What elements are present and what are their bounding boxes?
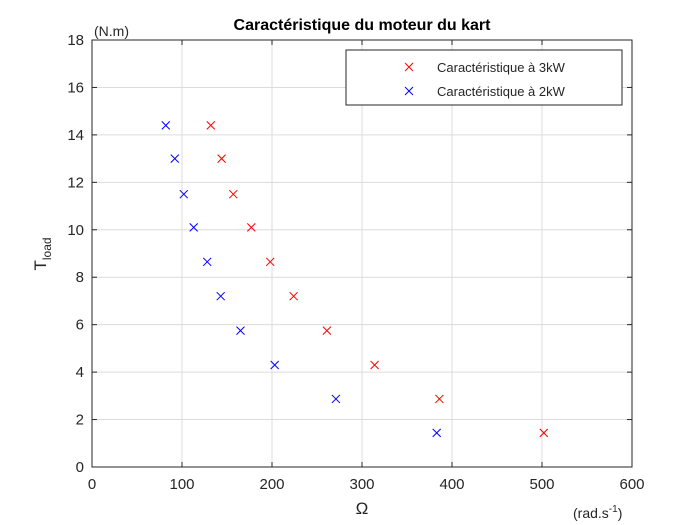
- y-tick-label: 12: [67, 174, 84, 191]
- y-tick-label: 0: [76, 459, 84, 476]
- legend-marker-series-2: [404, 86, 414, 96]
- data-point-series-2-stroke: [331, 394, 341, 404]
- data-point-series-1-stroke: [435, 394, 444, 404]
- data-point-series-1: [265, 257, 275, 267]
- x-tick-label: 200: [259, 476, 284, 493]
- data-point-series-2: [432, 428, 442, 438]
- data-point-series-1-stroke: [289, 291, 298, 301]
- y-axis-label-base: T: [31, 260, 50, 270]
- data-point-series-2-stroke: [170, 154, 180, 163]
- y-tick-label: 6: [76, 317, 84, 334]
- data-point-series-2: [216, 291, 226, 301]
- data-point-series-1-stroke: [265, 257, 275, 267]
- legend-entries: Caractéristique à 3kW Caractéristique à 2…: [404, 60, 566, 99]
- data-point-series-1: [435, 394, 444, 404]
- data-point-series-2: [236, 326, 245, 335]
- x-tick-label: 300: [349, 476, 374, 493]
- legend-box: [345, 49, 623, 106]
- x-axis-unit: (rad.s-1): [573, 504, 622, 521]
- data-point-series-1: [289, 291, 298, 301]
- data-point-series-2: [189, 223, 199, 232]
- legend-marker-series-1: [404, 62, 414, 72]
- data-point-series-2-stroke: [216, 291, 226, 301]
- data-point-series-2: [331, 394, 341, 404]
- data-point-series-1-stroke: [206, 121, 216, 130]
- legend-marker-series-2-stroke: [404, 86, 414, 96]
- y-tick-label: 16: [67, 79, 84, 96]
- x-axis-unit-close: ): [618, 505, 623, 521]
- y-axis-unit: (N.m): [94, 23, 129, 39]
- data-point-series-2-stroke: [189, 223, 199, 232]
- y-tick-label: 14: [67, 127, 84, 144]
- x-tick-label: 400: [439, 476, 464, 493]
- data-point-series-2: [161, 121, 171, 130]
- data-point-series-2-stroke: [270, 360, 280, 370]
- data-point-series-2-stroke: [179, 189, 189, 199]
- data-point-series-1: [539, 428, 549, 438]
- y-tick-label: 18: [67, 32, 84, 49]
- data-point-series-1: [228, 189, 238, 199]
- data-point-series-2-stroke: [236, 326, 245, 335]
- data-point-series-1: [370, 360, 379, 370]
- data-point-series-1: [217, 154, 226, 163]
- x-tick-label: 100: [169, 476, 194, 493]
- y-axis-label: Tload: [31, 237, 54, 270]
- data-points: [161, 121, 549, 438]
- y-axis-label-subscript: load: [40, 237, 54, 260]
- x-axis-label: Ω: [356, 499, 369, 518]
- y-tick-label: 4: [76, 364, 84, 381]
- y-tick-label: 2: [76, 412, 84, 429]
- axis-ticks: 0 100 200 300 400 500 600 0 2 4 6 8 10 12 14 16 18: [67, 32, 644, 493]
- data-point-series-1-stroke: [246, 223, 256, 232]
- chart-title: Caractéristique du moteur du kart: [234, 17, 492, 34]
- x-axis-unit-exponent: -1: [609, 504, 618, 515]
- data-point-series-1: [322, 326, 332, 335]
- legend-label-series-2: Caractéristique à 2kW: [437, 84, 566, 99]
- data-point-series-2-stroke: [161, 121, 171, 130]
- y-tick-label: 10: [67, 222, 84, 239]
- x-axis-unit-base: (rad.s: [573, 505, 609, 521]
- legend: Caractéristique à 3kW Caractéristique à 2…: [345, 49, 623, 106]
- data-point-series-2: [170, 154, 180, 163]
- legend-marker-series-1-stroke: [404, 62, 414, 72]
- data-point-series-2-stroke: [202, 257, 212, 267]
- data-point-series-2-stroke: [432, 428, 442, 438]
- x-tick-label: 600: [619, 476, 644, 493]
- x-tick-label: 500: [529, 476, 554, 493]
- data-point-series-2: [179, 189, 189, 199]
- y-tick-label: 8: [76, 269, 84, 286]
- data-point-series-1: [206, 121, 216, 130]
- data-point-series-2: [270, 360, 280, 370]
- data-point-series-2: [202, 257, 212, 267]
- data-point-series-1-stroke: [322, 326, 332, 335]
- data-point-series-1-stroke: [539, 428, 549, 438]
- data-point-series-1-stroke: [217, 154, 226, 163]
- data-point-series-1: [246, 223, 256, 232]
- x-tick-label: 0: [88, 476, 96, 493]
- legend-label-series-1: Caractéristique à 3kW: [437, 60, 566, 75]
- data-point-series-1-stroke: [370, 360, 379, 370]
- data-point-series-1-stroke: [228, 189, 238, 199]
